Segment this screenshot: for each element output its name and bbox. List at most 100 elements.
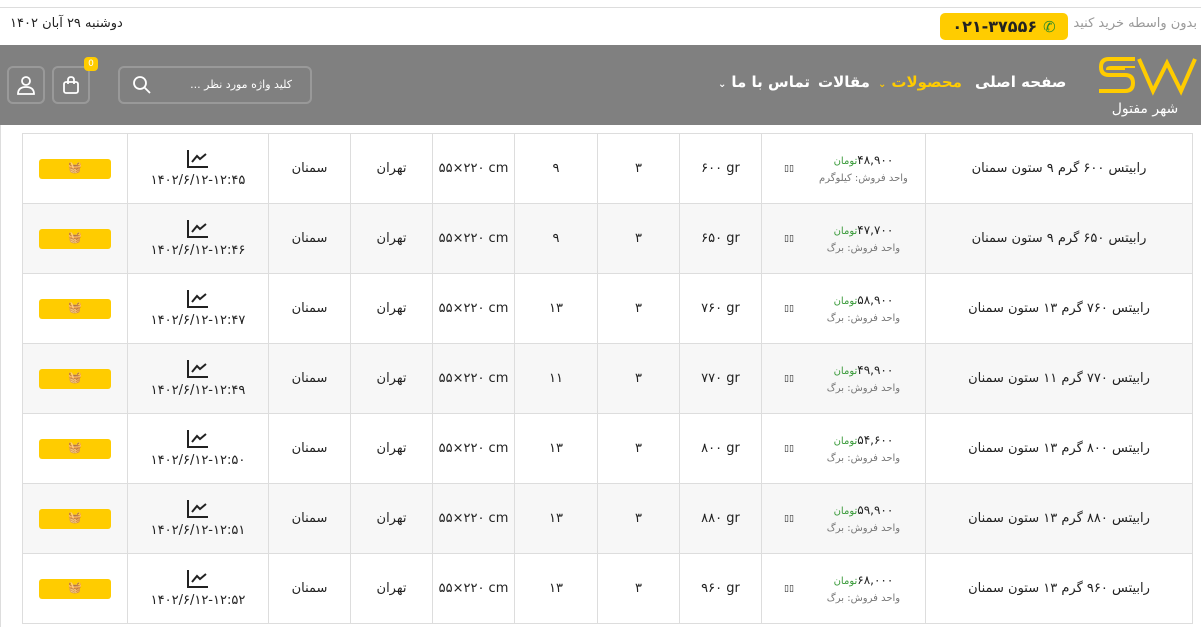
chart-cell: ۱۴۰۲/۶/۱۲-۱۲:۵۰ <box>127 413 269 484</box>
price: ۵۸,۹۰۰ <box>857 293 894 307</box>
add-to-cart-button[interactable]: 🧺 <box>39 578 111 599</box>
compare-icon[interactable]: ▯▯ <box>784 303 794 314</box>
currency: تومان <box>833 576 858 587</box>
product-name[interactable]: رابیتس ۹۶۰ گرم ۱۳ ستون سمنان <box>925 553 1193 624</box>
nav-contact[interactable]: تماس با ما ⌄ <box>718 73 810 91</box>
columns: ۱۳ <box>514 273 598 344</box>
search-input[interactable]: کلید واژه مورد نظر ... <box>118 66 312 104</box>
basket-icon: 🧺 <box>68 440 82 454</box>
price-chart-icon[interactable] <box>186 359 210 379</box>
currency: تومان <box>833 506 858 517</box>
thickness: ۳ <box>597 553 680 624</box>
compare-icon[interactable]: ▯▯ <box>784 443 794 454</box>
product-name[interactable]: رابیتس ۶۵۰ گرم ۹ ستون سمنان <box>925 203 1193 274</box>
price: ۴۹,۹۰۰ <box>857 363 894 377</box>
city: تهران <box>350 133 433 204</box>
nav-products[interactable]: محصولات ⌄ <box>878 73 962 91</box>
basket-icon: 🧺 <box>68 160 82 174</box>
chart-cell: ۱۴۰۲/۶/۱۲-۱۲:۵۲ <box>127 553 269 624</box>
price-table: 🧺 ۱۴۰۲/۶/۱۲-۱۲:۴۵ سمنان تهران ۵۵×۲۲۰ cm … <box>22 133 1193 624</box>
size: ۵۵×۲۲۰ cm <box>432 273 515 344</box>
basket-icon: 🧺 <box>68 230 82 244</box>
updated-time: ۱۴۰۲/۶/۱۲-۱۲:۴۷ <box>150 313 246 328</box>
sale-unit: واحد فروش: برگ <box>826 243 901 254</box>
cart-count-badge: 0 <box>84 57 98 71</box>
table-row: 🧺 ۱۴۰۲/۶/۱۲-۱۲:۵۱ سمنان تهران ۵۵×۲۲۰ cm … <box>22 483 1193 554</box>
add-to-cart-button[interactable]: 🧺 <box>39 228 111 249</box>
weight: ۷۶۰ gr <box>679 273 762 344</box>
table-row: 🧺 ۱۴۰۲/۶/۱۲-۱۲:۴۷ سمنان تهران ۵۵×۲۲۰ cm … <box>22 273 1193 344</box>
add-to-cart-button[interactable]: 🧺 <box>39 508 111 529</box>
chart-cell: ۱۴۰۲/۶/۱۲-۱۲:۴۵ <box>127 133 269 204</box>
table-row: 🧺 ۱۴۰۲/۶/۱۲-۱۲:۵۲ سمنان تهران ۵۵×۲۲۰ cm … <box>22 553 1193 624</box>
updated-time: ۱۴۰۲/۶/۱۲-۱۲:۴۵ <box>150 173 246 188</box>
price-chart-icon[interactable] <box>186 499 210 519</box>
compare-icon[interactable]: ▯▯ <box>784 233 794 244</box>
size: ۵۵×۲۲۰ cm <box>432 413 515 484</box>
cart-cell: 🧺 <box>22 483 128 554</box>
product-name[interactable]: رابیتس ۷۷۰ گرم ۱۱ ستون سمنان <box>925 343 1193 414</box>
cart-cell: 🧺 <box>22 413 128 484</box>
price-cell: ▯▯ ۵۹,۹۰۰تومان واحد فروش: برگ <box>761 483 926 554</box>
compare-icon[interactable]: ▯▯ <box>784 373 794 384</box>
shopping-bag-icon <box>63 76 79 94</box>
phone-button[interactable]: ۰۲۱-۳۷۵۵۶ ✆ <box>940 13 1068 40</box>
currency: تومان <box>833 226 858 237</box>
updated-time: ۱۴۰۲/۶/۱۲-۱۲:۵۱ <box>150 523 246 538</box>
size: ۵۵×۲۲۰ cm <box>432 483 515 554</box>
price-chart-icon[interactable] <box>186 289 210 309</box>
left-border <box>0 125 1 627</box>
product-name[interactable]: رابیتس ۸۸۰ گرم ۱۳ ستون سمنان <box>925 483 1193 554</box>
weight: ۶۰۰ gr <box>679 133 762 204</box>
compare-icon[interactable]: ▯▯ <box>784 583 794 594</box>
cart-button[interactable] <box>52 66 90 104</box>
factory: سمنان <box>268 343 351 414</box>
main-navbar: شهر مفتول صفحه اصلی محصولات ⌄ مقالات تماس… <box>0 45 1201 125</box>
product-name[interactable]: رابیتس ۶۰۰ گرم ۹ ستون سمنان <box>925 133 1193 204</box>
nav-articles[interactable]: مقالات <box>818 73 870 91</box>
price-cell: ▯▯ ۴۷,۷۰۰تومان واحد فروش: برگ <box>761 203 926 274</box>
add-to-cart-button[interactable]: 🧺 <box>39 438 111 459</box>
updated-time: ۱۴۰۲/۶/۱۲-۱۲:۴۹ <box>150 383 246 398</box>
chart-cell: ۱۴۰۲/۶/۱۲-۱۲:۴۶ <box>127 203 269 274</box>
add-to-cart-button[interactable]: 🧺 <box>39 368 111 389</box>
basket-icon: 🧺 <box>68 580 82 594</box>
currency: تومان <box>833 436 858 447</box>
price: ۶۸,۰۰۰ <box>857 573 894 587</box>
logo-text: شهر مفتول <box>1112 101 1179 117</box>
cart-cell: 🧺 <box>22 203 128 274</box>
price-chart-icon[interactable] <box>186 429 210 449</box>
size: ۵۵×۲۲۰ cm <box>432 553 515 624</box>
city: تهران <box>350 203 433 274</box>
site-logo[interactable]: شهر مفتول <box>1095 53 1201 119</box>
price-chart-icon[interactable] <box>186 219 210 239</box>
search-icon[interactable] <box>132 75 152 95</box>
sale-unit: واحد فروش: برگ <box>826 313 901 324</box>
add-to-cart-button[interactable]: 🧺 <box>39 158 111 179</box>
price-chart-icon[interactable] <box>186 569 210 589</box>
product-name[interactable]: رابیتس ۸۰۰ گرم ۱۳ ستون سمنان <box>925 413 1193 484</box>
factory: سمنان <box>268 273 351 344</box>
nav-home[interactable]: صفحه اصلی <box>975 73 1067 91</box>
add-to-cart-button[interactable]: 🧺 <box>39 298 111 319</box>
columns: ۹ <box>514 203 598 274</box>
columns: ۹ <box>514 133 598 204</box>
price: ۴۷,۷۰۰ <box>857 223 894 237</box>
chevron-down-icon: ⌄ <box>878 79 887 90</box>
weight: ۶۵۰ gr <box>679 203 762 274</box>
nav-products-label: محصولات <box>891 73 962 91</box>
columns: ۱۳ <box>514 483 598 554</box>
price-chart-icon[interactable] <box>186 149 210 169</box>
compare-icon[interactable]: ▯▯ <box>784 513 794 524</box>
thickness: ۳ <box>597 133 680 204</box>
weight: ۹۶۰ gr <box>679 553 762 624</box>
compare-icon[interactable]: ▯▯ <box>784 163 794 174</box>
updated-time: ۱۴۰۲/۶/۱۲-۱۲:۵۲ <box>150 593 246 608</box>
weight: ۸۸۰ gr <box>679 483 762 554</box>
thickness: ۳ <box>597 343 680 414</box>
product-name[interactable]: رابیتس ۷۶۰ گرم ۱۳ ستون سمنان <box>925 273 1193 344</box>
account-button[interactable] <box>7 66 45 104</box>
columns: ۱۳ <box>514 413 598 484</box>
city: تهران <box>350 483 433 554</box>
chart-cell: ۱۴۰۲/۶/۱۲-۱۲:۵۱ <box>127 483 269 554</box>
